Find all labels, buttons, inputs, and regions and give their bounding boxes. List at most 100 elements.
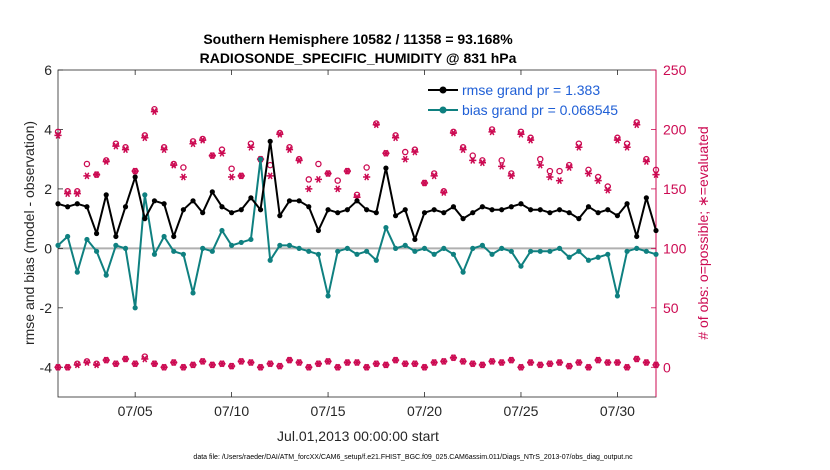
- evaluated-obs-marker: [440, 188, 448, 196]
- possible-obs-marker: [469, 152, 476, 159]
- evaluated-obs-marker-bottom: [555, 359, 564, 367]
- rmse-point: [392, 213, 399, 219]
- possible-obs-marker: [556, 167, 563, 175]
- bias-point: [238, 239, 244, 246]
- rmse-point: [257, 207, 264, 213]
- possible-obs-marker: [315, 160, 322, 168]
- evaluated-obs-marker: [363, 173, 371, 181]
- bias-point: [566, 254, 572, 260]
- evaluated-obs-marker: [469, 156, 477, 164]
- rmse-point: [383, 165, 389, 171]
- evaluated-obs-marker-bottom: [218, 360, 226, 368]
- rmse-point: [576, 216, 582, 222]
- evaluated-obs-marker: [449, 129, 458, 137]
- y2-tick-label: 0: [663, 359, 671, 375]
- rmse-point: [499, 207, 505, 213]
- bias-point: [219, 227, 225, 234]
- evaluated-obs-marker-bottom: [92, 361, 101, 369]
- rmse-point: [460, 216, 466, 222]
- rmse-point: [421, 210, 428, 216]
- rmse-point: [335, 210, 341, 216]
- rmse-point: [585, 204, 592, 210]
- evaluated-obs-marker: [536, 161, 544, 169]
- data-file-footnote: data file: /Users/raeder/DAI/ATM_forcXX/…: [193, 454, 633, 461]
- evaluated-obs-marker: [208, 152, 216, 160]
- evaluated-obs-marker: [131, 167, 139, 175]
- rmse-point: [65, 204, 71, 210]
- evaluated-obs-marker-bottom: [420, 363, 429, 371]
- bias-point: [605, 251, 611, 257]
- chart-title: Southern Hemisphere 10582 / 11358 = 93.1…: [203, 31, 513, 47]
- evaluated-obs-marker-bottom: [401, 360, 409, 368]
- evaluated-obs-marker-bottom: [121, 355, 130, 363]
- bias-point: [508, 248, 514, 254]
- bias-point: [55, 242, 61, 248]
- evaluated-obs-marker-bottom: [575, 359, 583, 367]
- evaluated-obs-marker: [517, 130, 525, 138]
- x-tick-label: 07/25: [503, 403, 538, 419]
- bias-point: [132, 305, 138, 311]
- evaluated-obs-marker-bottom: [334, 363, 342, 371]
- evaluated-obs-marker-bottom: [324, 357, 332, 365]
- evaluated-obs-marker-bottom: [498, 359, 506, 367]
- rmse-point: [277, 213, 283, 219]
- evaluated-obs-marker-bottom: [363, 363, 371, 371]
- evaluated-obs-marker: [420, 179, 429, 187]
- rmse-point: [103, 192, 109, 198]
- evaluated-obs-marker: [285, 146, 294, 154]
- legend-bias-marker: [439, 106, 447, 114]
- evaluated-obs-marker: [334, 185, 342, 193]
- evaluated-obs-marker: [218, 149, 226, 157]
- y2-axis-label: # of obs: o=possible; ∗=evaluated: [695, 126, 711, 339]
- rmse-point: [151, 198, 158, 204]
- rmse-point: [624, 201, 630, 207]
- evaluated-obs-marker: [633, 121, 641, 129]
- rmse-point: [286, 198, 293, 204]
- evaluated-obs-marker: [652, 171, 660, 179]
- bias-point: [392, 245, 399, 251]
- rmse-point: [605, 207, 611, 213]
- bias-point: [402, 242, 408, 248]
- evaluated-obs-marker-bottom: [160, 363, 168, 371]
- evaluated-obs-marker-bottom: [256, 363, 265, 371]
- evaluated-obs-marker: [305, 185, 313, 193]
- rmse-point: [306, 204, 312, 210]
- evaluated-obs-marker-bottom: [199, 357, 207, 365]
- evaluated-obs-marker-bottom: [285, 356, 294, 364]
- y2-tick-label: 50: [663, 300, 679, 316]
- evaluated-obs-marker: [575, 143, 583, 151]
- plot-area: 07/05 07/10 07/15 07/20 07/25 07/30 -4 -2 0 2 4 6 0 5…: [40, 62, 687, 419]
- y-tick-label: 0: [44, 240, 52, 256]
- evaluated-obs-marker: [488, 128, 496, 136]
- bias-point: [122, 245, 129, 251]
- bias-point: [354, 251, 360, 257]
- evaluated-obs-marker: [295, 156, 303, 164]
- evaluated-obs-marker-bottom: [517, 363, 525, 371]
- evaluated-obs-marker-bottom: [546, 360, 554, 368]
- evaluated-obs-marker: [112, 142, 120, 150]
- evaluated-obs-marker: [73, 190, 81, 198]
- bias-point: [325, 293, 331, 299]
- rmse-point: [450, 204, 457, 210]
- bias-point: [556, 245, 563, 251]
- evaluated-obs-marker: [565, 164, 573, 171]
- bias-point: [576, 248, 582, 254]
- rmse-point: [634, 233, 640, 240]
- rmse-point: [55, 201, 61, 207]
- rmse-point: [431, 207, 437, 213]
- rmse-point: [84, 204, 90, 210]
- evaluated-obs-marker: [141, 134, 149, 142]
- bias-point: [614, 293, 621, 299]
- rmse-point: [566, 210, 572, 216]
- rmse-point: [441, 210, 447, 216]
- rmse-point: [315, 227, 322, 234]
- evaluated-obs-marker-bottom: [64, 363, 72, 371]
- evaluated-obs-marker-bottom: [623, 363, 631, 371]
- rmse-point: [190, 198, 196, 204]
- rmse-point: [209, 189, 215, 195]
- possible-obs-marker: [228, 165, 235, 172]
- evaluated-obs-marker: [372, 121, 380, 129]
- rmse-point: [113, 233, 119, 240]
- evaluated-obs-marker-bottom: [613, 359, 622, 367]
